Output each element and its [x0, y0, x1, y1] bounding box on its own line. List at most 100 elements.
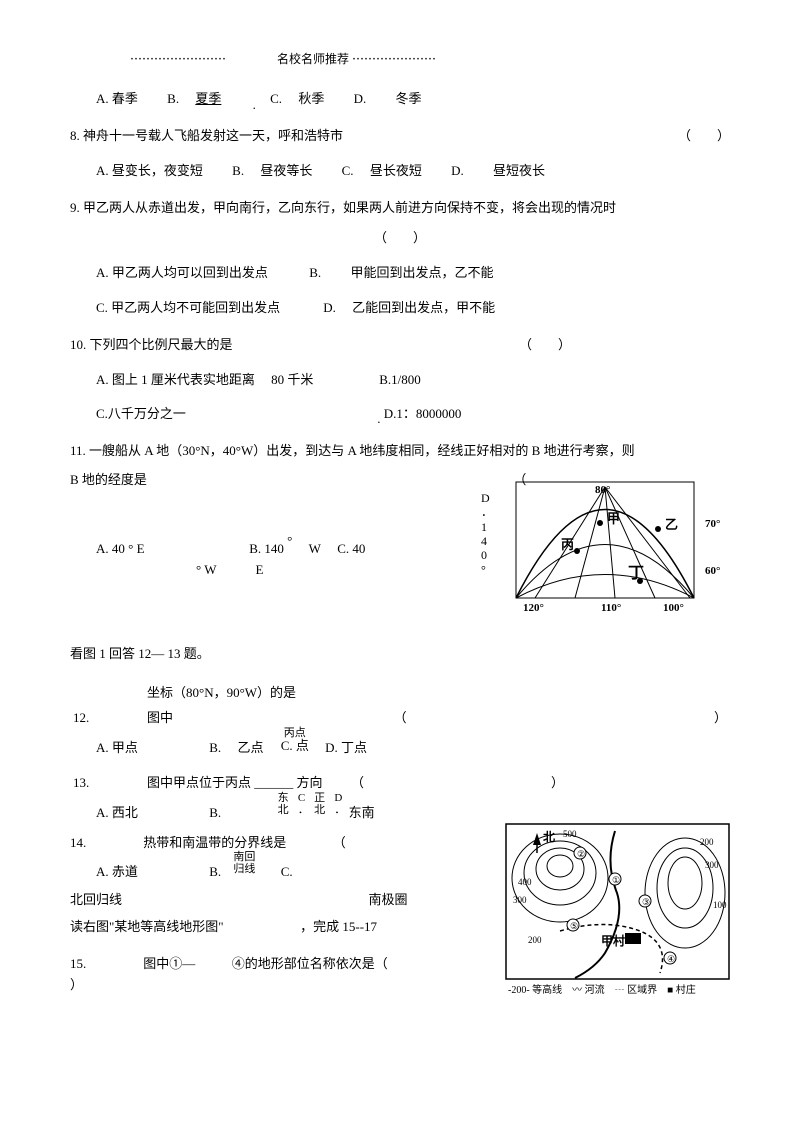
q9-d-label: D. — [323, 298, 336, 319]
q14-text: 热带和南温带的分界线是 — [143, 835, 286, 850]
svg-text:②: ② — [577, 849, 585, 859]
svg-text:①: ① — [612, 875, 620, 885]
q8-d-label: D. — [451, 161, 464, 182]
fig1-yi: 乙 — [665, 517, 678, 532]
fig1-60: 60° — [705, 565, 720, 577]
q7-opt-c-label: C. — [270, 89, 282, 110]
fig1-120: 120° — [523, 602, 544, 614]
q11-w2: ° W — [196, 560, 216, 581]
svg-text:300: 300 — [513, 895, 527, 905]
q13-paren-r: ） — [551, 775, 564, 790]
q13-d-text: 东南 — [349, 805, 375, 820]
q10-a: A. 图上 1 厘米代表实地距离 80 千米 — [96, 370, 376, 391]
q15-text: 图中①— — [143, 956, 195, 971]
q10-text: 下列四个比例尺最大的是 — [90, 337, 233, 352]
figure-2-contour: 北 500 300 400 200 300 100 200 ② ① ③ ⑤ ④ … — [505, 823, 730, 1005]
fig1-jia: 甲 — [607, 511, 620, 526]
q14-d-text: 南极圈 — [369, 892, 408, 907]
q11-paren: （ — [513, 472, 526, 487]
q8: 8. 神舟十一号载人飞船发射这一天，呼和浩特市 （ ） A. 昼变长，夜变短 B… — [70, 126, 730, 182]
sub2-post: ，完成 15--17 — [300, 919, 377, 934]
fig1-70: 70° — [705, 518, 720, 530]
svg-text:③: ③ — [642, 897, 650, 907]
q13: 13. 图中甲点位于丙点 ______ 方向 （ ） A. 西北 B. 东北 C… — [70, 770, 730, 827]
q12-paren-l: （ — [394, 710, 407, 725]
q13-a: A. 西北 — [96, 803, 206, 824]
header-dots-left: ⋯⋯⋯⋯⋯⋯⋯⋯ — [130, 52, 226, 66]
figure-1-map: 80° 70° 60° 120° 110° 100° 甲 乙 丙 丁 — [515, 481, 730, 628]
q12-paren-r: ） — [714, 710, 727, 725]
q12-d-text: 丁点 — [341, 738, 367, 759]
q8-d-text: 昼短夜长 — [493, 161, 545, 182]
q7-opt-c-text: 秋季 — [298, 89, 324, 110]
q12-num: 12. — [73, 710, 89, 725]
q14-extra: 北回归线 — [70, 892, 122, 907]
header-title: 名校名师推荐 — [277, 52, 349, 66]
svg-text:300: 300 — [705, 860, 719, 870]
q9-b-text: 甲能回到出发点，乙不能 — [350, 263, 493, 284]
q7-opt-a: A. 春季 — [96, 89, 138, 110]
svg-text:⑤: ⑤ — [570, 921, 578, 931]
q9-paren: （ ） — [374, 230, 426, 245]
q7-opt-d-label: D. — [354, 89, 367, 110]
q14-a: A. 赤道 — [96, 862, 206, 883]
q10-d-dot: . — [377, 409, 380, 430]
q12-pre: 坐标（80°N，90°W）的是 — [147, 685, 296, 700]
sub-instruction-1: 看图 1 回答 12— 13 题。 — [70, 644, 730, 665]
fig1-bing: 丙 — [561, 537, 574, 552]
svg-text:500: 500 — [563, 829, 577, 839]
q8-paren: （ ） — [678, 126, 730, 147]
q12-c-label: C. — [281, 738, 293, 753]
q15-paren-r: ） — [70, 977, 83, 992]
q12: 坐标（80°N，90°W）的是 12. 图中 （ ） A. 甲点 B. 乙点 丙… — [70, 680, 730, 764]
q11-text2: B 地的经度是 — [70, 472, 147, 487]
q9-b-label: B. — [309, 263, 321, 284]
q7-opt-d-text: 冬季 — [396, 89, 422, 110]
header-dots-right: ⋯⋯⋯⋯⋯⋯⋯ — [352, 52, 436, 66]
q15-text2: ④的地形部位名称依次是（ — [232, 956, 388, 971]
q8-b-text: 昼夜等长 — [260, 161, 312, 182]
q12-d-label: D. — [325, 738, 338, 759]
q11-d-vertical: D．140° — [481, 491, 497, 577]
q11-b-w: W — [309, 539, 321, 560]
q10-d: D.1：8000000 — [384, 404, 462, 425]
fig1-ding: 丁 — [628, 565, 644, 582]
q9-a: A. 甲乙两人均可以回到出发点 — [96, 263, 306, 284]
q11: 11. 一艘船从 A 地（30°N，40°W）出发，到达与 A 地纬度相同，经线… — [70, 441, 730, 627]
svg-text:甲村: 甲村 — [601, 933, 625, 948]
svg-text:200: 200 — [528, 935, 542, 945]
q12-b-text: 乙点 — [237, 738, 277, 759]
svg-text:100: 100 — [713, 900, 727, 910]
q8-num: 8. — [70, 128, 80, 143]
q13-num: 13. — [73, 775, 89, 790]
svg-text:④: ④ — [667, 954, 675, 964]
q12-text: 图中 — [147, 710, 173, 725]
svg-text:400: 400 — [518, 877, 532, 887]
sub1-text: 看图 1 回答 12— 13 题。 — [70, 646, 210, 661]
q14-b-label: B. — [209, 862, 221, 883]
fig1-80: 80° — [595, 484, 610, 496]
q7-opt-b-label: B. — [167, 89, 179, 110]
q11-b: B. 140 — [249, 539, 284, 560]
q8-b-label: B. — [232, 161, 244, 182]
q9-c: C. 甲乙两人均不可能回到出发点 — [96, 298, 320, 319]
q15-num: 15. — [70, 954, 140, 975]
q9-text: 甲乙两人从赤道出发，甲向南行，乙向东行，如果两人前进方向保持不变，将会出现的情况… — [83, 200, 616, 215]
q8-a: A. 昼变长，夜变短 — [96, 161, 203, 182]
q14-num: 14. — [70, 833, 140, 854]
q8-c-label: C. — [342, 161, 354, 182]
page-header: ⋯⋯⋯⋯⋯⋯⋯⋯ 名校名师推荐 ⋯⋯⋯⋯⋯⋯⋯ — [70, 50, 730, 69]
q10-b: B.1/800 — [379, 370, 421, 391]
q9-num: 9. — [70, 200, 80, 215]
fig1-100: 100° — [663, 602, 684, 614]
q11-num: 11. — [70, 443, 86, 458]
q8-text: 神舟十一号载人飞船发射这一天，呼和浩特市 — [83, 128, 343, 143]
q13-text: 图中甲点位于丙点 ______ 方向 — [147, 775, 323, 790]
q13-paren-l: （ — [351, 775, 364, 790]
q12-b-label: B. — [209, 738, 221, 759]
q9: 9. 甲乙两人从赤道出发，甲向南行，乙向东行，如果两人前进方向保持不变，将会出现… — [70, 198, 730, 319]
q10-num: 10. — [70, 337, 86, 352]
q10: 10. 下列四个比例尺最大的是 （ ） A. 图上 1 厘米代表实地距离 80 … — [70, 335, 730, 425]
sub2-pre: 读右图"某地等高线地形图" — [70, 919, 224, 934]
q11-b-deg: ° — [287, 533, 292, 548]
